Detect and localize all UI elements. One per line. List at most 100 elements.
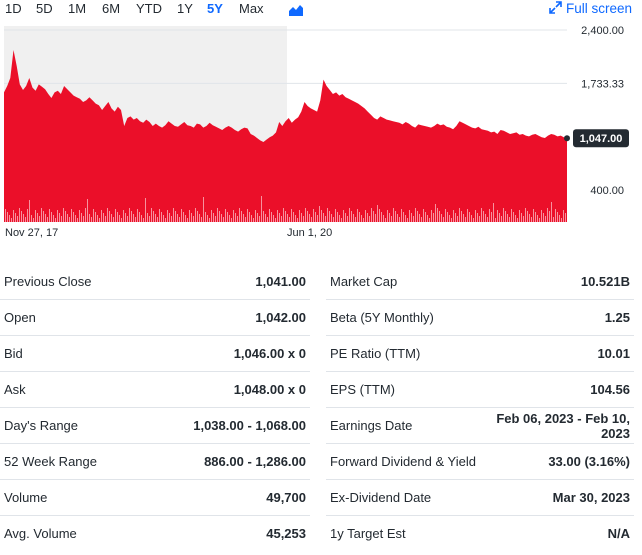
range-6m-button[interactable]: 6M xyxy=(102,1,121,16)
volume-bar xyxy=(123,210,124,222)
volume-bar xyxy=(75,215,76,222)
volume-bar xyxy=(337,212,338,222)
volume-bar xyxy=(271,212,272,222)
volume-bar xyxy=(239,208,240,222)
stat-label: PE Ratio (TTM) xyxy=(330,346,421,361)
stat-row: Bid 1,046.00 x 0 xyxy=(0,336,310,372)
volume-bar xyxy=(359,212,360,222)
stat-value: 1,046.00 x 0 xyxy=(233,346,306,361)
stat-row: 1y Target Est N/A xyxy=(326,516,634,551)
volume-bar xyxy=(329,211,330,222)
volume-bar xyxy=(421,217,422,222)
volume-bar xyxy=(471,215,472,222)
volume-bar xyxy=(483,211,484,222)
volume-bar xyxy=(317,215,318,222)
volume-bar xyxy=(267,217,268,222)
volume-bar xyxy=(63,208,64,222)
fullscreen-button[interactable]: Full screen xyxy=(549,1,632,17)
volume-bar xyxy=(231,218,232,222)
stat-row: Ex-Dividend Date Mar 30, 2023 xyxy=(326,480,634,516)
volume-bar xyxy=(527,211,528,222)
volume-bar xyxy=(419,214,420,222)
volume-bar xyxy=(441,214,442,222)
volume-bar xyxy=(563,210,564,222)
volume-bar xyxy=(457,216,458,222)
volume-bar xyxy=(55,218,56,222)
volume-bar xyxy=(247,209,248,222)
volume-bar xyxy=(97,215,98,222)
volume-bar xyxy=(347,216,348,222)
volume-bar xyxy=(149,216,150,222)
volume-bar xyxy=(559,215,560,222)
expand-icon xyxy=(549,1,562,14)
volume-bar xyxy=(269,209,270,222)
volume-bar xyxy=(181,209,182,222)
volume-bar xyxy=(343,210,344,222)
volume-bar xyxy=(391,216,392,222)
volume-bar xyxy=(459,208,460,222)
volume-bar xyxy=(9,215,10,222)
volume-bar xyxy=(355,217,356,222)
stat-value: 49,700 xyxy=(266,490,306,505)
volume-bar xyxy=(177,214,178,222)
volume-bar xyxy=(279,213,280,222)
volume-bar xyxy=(89,214,90,222)
range-max-button[interactable]: Max xyxy=(239,1,264,16)
volume-bar xyxy=(385,218,386,222)
stat-label: Open xyxy=(4,310,36,325)
volume-bar xyxy=(151,208,152,222)
volume-bar xyxy=(161,212,162,222)
volume-bar xyxy=(51,212,52,222)
price-chart[interactable]: 2,400.00 1,733.33 400.00 Nov 27, 17 Jun 1, … xyxy=(0,20,642,242)
volume-bar xyxy=(37,213,38,222)
volume-bar xyxy=(327,208,328,222)
mountain-chart-icon[interactable] xyxy=(288,2,304,18)
stat-label: 52 Week Range xyxy=(4,454,97,469)
range-ytd-button[interactable]: YTD xyxy=(136,1,162,16)
volume-bar xyxy=(423,209,424,222)
volume-bar xyxy=(73,212,74,222)
volume-bar xyxy=(505,211,506,222)
y-tick-label: 400.00 xyxy=(590,185,624,197)
stat-label: Earnings Date xyxy=(330,418,413,433)
volume-bar xyxy=(445,209,446,222)
volume-bar xyxy=(53,215,54,222)
volume-bar xyxy=(455,213,456,222)
volume-bar xyxy=(203,197,204,222)
stat-row: Volume 49,700 xyxy=(0,480,310,516)
volume-bar xyxy=(59,213,60,222)
volume-bar xyxy=(109,211,110,222)
volume-bar xyxy=(373,211,374,222)
volume-bar xyxy=(339,215,340,222)
stat-value: 45,253 xyxy=(266,526,306,541)
volume-bar xyxy=(251,215,252,222)
range-1d-button[interactable]: 1D xyxy=(5,1,22,16)
volume-bar xyxy=(145,198,146,222)
range-1y-button[interactable]: 1Y xyxy=(177,1,193,16)
volume-bar xyxy=(481,208,482,222)
range-1m-button[interactable]: 1M xyxy=(68,1,87,16)
volume-bar xyxy=(233,210,234,222)
volume-bar xyxy=(169,213,170,222)
volume-bar xyxy=(497,210,498,222)
stat-value: 10.521B xyxy=(580,274,630,289)
volume-bar xyxy=(249,212,250,222)
volume-bar xyxy=(453,210,454,222)
volume-bar xyxy=(71,209,72,222)
volume-bar xyxy=(307,211,308,222)
volume-bar xyxy=(557,212,558,222)
volume-bar xyxy=(159,209,160,222)
volume-bar xyxy=(105,216,106,222)
volume-bar xyxy=(129,208,130,222)
volume-bar xyxy=(319,206,320,222)
volume-bar xyxy=(331,214,332,222)
stat-value: Mar 30, 2023 xyxy=(552,490,630,505)
range-5d-button[interactable]: 5D xyxy=(36,1,53,16)
volume-bar xyxy=(495,218,496,222)
stat-label: Market Cap xyxy=(330,274,398,289)
stat-row: Forward Dividend & Yield 33.00 (3.16%) xyxy=(326,444,634,480)
range-5y-button[interactable]: 5Y xyxy=(207,1,223,16)
volume-bar xyxy=(321,210,322,222)
stat-value: 104.56 xyxy=(590,382,630,397)
volume-bar xyxy=(259,216,260,222)
